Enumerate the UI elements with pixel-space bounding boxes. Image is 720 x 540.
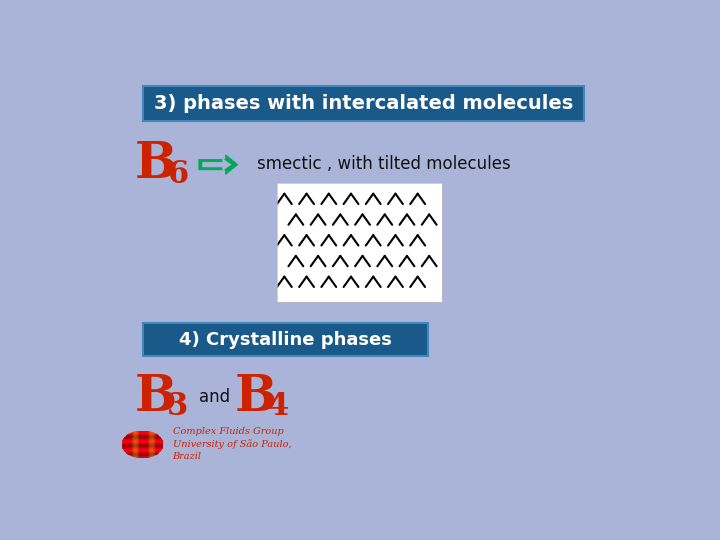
FancyBboxPatch shape — [143, 323, 428, 356]
Polygon shape — [199, 154, 238, 174]
Text: Complex Fluids Group
University of São Paulo,
Brazil: Complex Fluids Group University of São P… — [173, 427, 291, 461]
Polygon shape — [203, 159, 231, 170]
Text: B: B — [135, 140, 177, 189]
Text: and: and — [199, 388, 230, 407]
Text: smectic , with tilted molecules: smectic , with tilted molecules — [258, 155, 511, 173]
Text: 3: 3 — [167, 391, 189, 422]
Text: B: B — [135, 373, 177, 422]
Text: 4) Crystalline phases: 4) Crystalline phases — [179, 330, 392, 349]
Text: B: B — [235, 373, 277, 422]
Text: 6: 6 — [167, 159, 188, 190]
Text: 3) phases with intercalated molecules: 3) phases with intercalated molecules — [154, 94, 573, 113]
Text: 4: 4 — [267, 391, 289, 422]
FancyBboxPatch shape — [143, 85, 584, 121]
